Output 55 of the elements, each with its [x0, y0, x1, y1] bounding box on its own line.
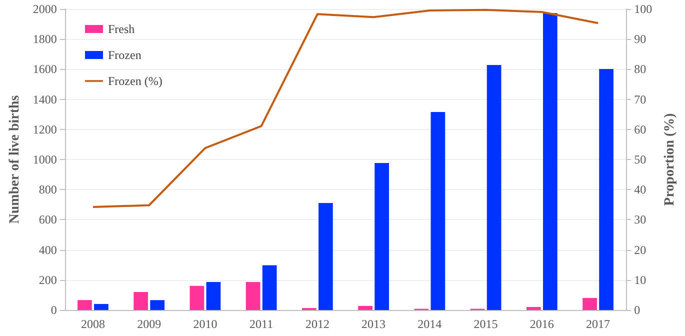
x-tick-label: 2017	[586, 317, 610, 331]
y2-tick-label: 90	[634, 32, 646, 46]
x-tick-label: 2016	[530, 317, 554, 331]
bar	[430, 112, 446, 310]
bar	[150, 300, 165, 310]
y2-tick-label: 70	[634, 92, 646, 106]
y2-tick-label: 60	[634, 122, 646, 136]
line-series	[92, 8, 600, 208]
bar	[582, 298, 597, 310]
x-tick-label: 2011	[250, 317, 274, 331]
y2-axis-title: Proportion (%)	[662, 112, 678, 206]
x-tick-label: 2013	[362, 317, 386, 331]
bar	[374, 162, 389, 310]
legend-label: Fresh	[108, 22, 135, 36]
x-tick-label: 2009	[137, 317, 162, 331]
y-tick-label: 1000	[32, 152, 57, 166]
y-tick-label: 1800	[32, 32, 57, 46]
legend-label: Frozen (%)	[108, 74, 162, 88]
bar	[78, 300, 92, 310]
x-tick-label: 2015	[474, 317, 498, 331]
x-tick-label: 2014	[418, 317, 442, 331]
y-axis-title: Number of live births	[8, 94, 22, 224]
bar	[246, 282, 260, 310]
y-tick-label: 0	[50, 303, 57, 317]
legend-label: Frozen	[108, 48, 142, 62]
bar	[190, 286, 204, 310]
y-tick-label: 600	[38, 212, 57, 227]
y-tick-label: 1600	[32, 62, 57, 76]
bar	[542, 13, 558, 310]
y-tick-label: 2000	[32, 2, 57, 16]
y-tick-label: 800	[38, 182, 57, 197]
bar	[94, 304, 108, 310]
bar	[134, 292, 148, 310]
y2-tick-label: 20	[634, 242, 646, 257]
y-tick-label: 1400	[32, 92, 57, 106]
x-tick-label: 2010	[193, 317, 218, 331]
bar	[358, 306, 372, 310]
x-tick-label: 2008	[80, 317, 105, 331]
y-tick-label: 1200	[32, 122, 57, 136]
y2-tick-label: 30	[634, 212, 646, 227]
bar	[599, 69, 614, 310]
x-tick-label: 2012	[305, 317, 330, 331]
bar	[318, 202, 333, 310]
y2-tick-label: 40	[634, 182, 646, 197]
bar	[206, 282, 221, 310]
y-tick-label: 400	[38, 242, 57, 257]
bar	[486, 64, 502, 310]
y2-tick-label: 80	[634, 62, 646, 76]
y2-tick-label: 10	[634, 272, 646, 287]
bar	[262, 265, 277, 310]
y2-tick-label: 100	[634, 2, 652, 16]
y2-tick-label: 50	[634, 152, 646, 166]
y-tick-label: 200	[38, 272, 57, 287]
y2-tick-label: 0	[634, 303, 640, 317]
bar	[526, 306, 541, 310]
